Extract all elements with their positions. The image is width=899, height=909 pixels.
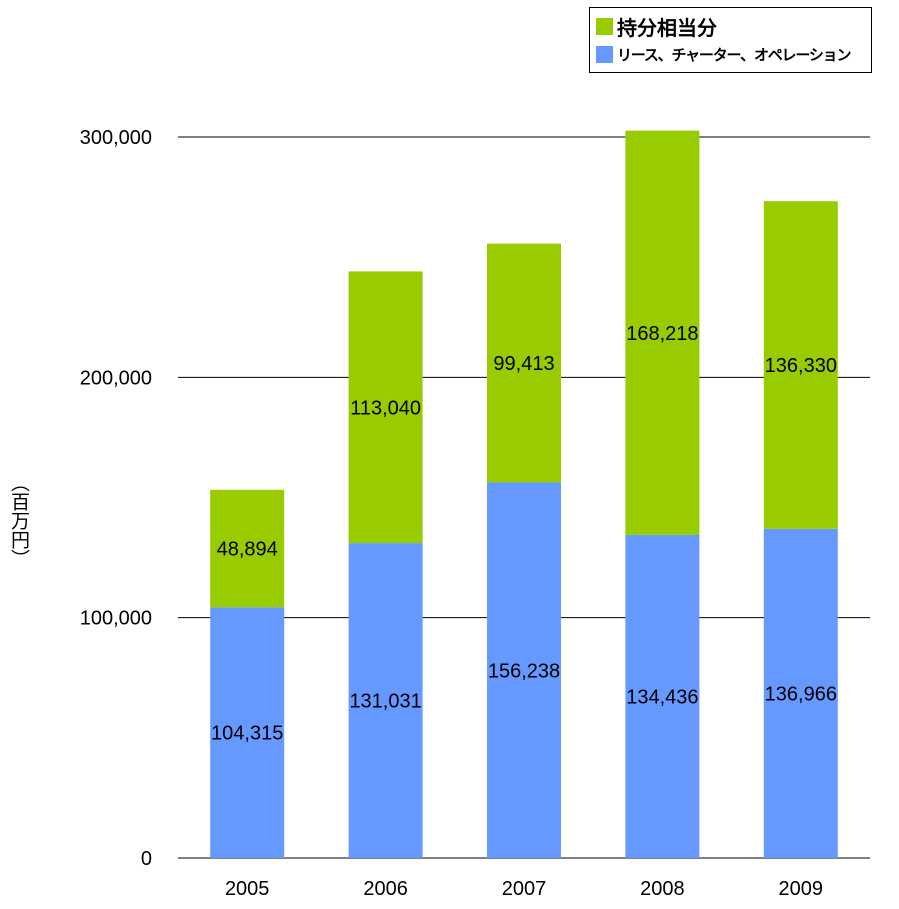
legend-item-lease-charter-operation: リース、チャーター、オペレーション <box>596 40 871 68</box>
bar-equity-2008 <box>625 130 700 535</box>
legend-swatch-lease-charter-operation <box>596 45 613 63</box>
data-label-equity-2006: 113,040 <box>350 397 421 419</box>
bar-lease-2009 <box>763 528 838 858</box>
bars <box>210 130 838 858</box>
bar-lease-2007 <box>487 482 561 858</box>
x-tick-label: 2008 <box>640 878 685 900</box>
bar-lease-2006 <box>348 543 423 858</box>
data-label-equity-2009: 136,330 <box>765 355 837 377</box>
y-axis-label: （百万円） <box>8 472 30 568</box>
data-label-equity-2005: 48,894 <box>217 539 278 561</box>
bar-lease-2008 <box>625 534 700 858</box>
y-tick-label: 200,000 <box>80 367 152 389</box>
x-axis-ticks: 2005 2006 2007 2008 2009 <box>225 878 823 900</box>
data-label-equity-2007: 99,413 <box>493 353 554 375</box>
data-label-lease-2007: 156,238 <box>488 660 560 682</box>
x-tick-label: 2007 <box>502 878 547 900</box>
y-axis-ticks: 0 100,000 200,000 300,000 <box>80 127 152 870</box>
y-tick-label: 300,000 <box>80 127 152 149</box>
legend-swatch-equity-share <box>596 17 613 35</box>
legend-label-equity-share: 持分相当分 <box>617 15 717 40</box>
data-label-equity-2008: 168,218 <box>626 323 698 345</box>
bar-labels: 104,315 48,894 131,031 113,040 156,238 99,413… <box>211 323 837 745</box>
data-label-lease-2005: 104,315 <box>211 723 283 745</box>
bar-equity-2006 <box>348 271 423 544</box>
data-label-lease-2006: 131,031 <box>349 691 421 713</box>
legend: 持分相当分 リース、チャーター、オペレーション <box>589 7 872 73</box>
bar-equity-2007 <box>487 243 561 483</box>
x-tick-label: 2005 <box>225 878 270 900</box>
bar-equity-2005 <box>210 489 285 608</box>
x-tick-label: 2006 <box>363 878 408 900</box>
x-tick-label: 2009 <box>779 878 824 900</box>
legend-label-lease-charter-operation: リース、チャーター、オペレーション <box>617 45 851 64</box>
data-label-lease-2008: 134,436 <box>626 686 698 708</box>
bar-lease-2005 <box>210 607 285 858</box>
data-label-lease-2009: 136,966 <box>765 683 837 705</box>
y-tick-label: 0 <box>141 848 152 870</box>
bar-equity-2009 <box>763 201 838 529</box>
y-tick-label: 100,000 <box>80 608 152 630</box>
legend-item-equity-share: 持分相当分 <box>596 12 871 40</box>
